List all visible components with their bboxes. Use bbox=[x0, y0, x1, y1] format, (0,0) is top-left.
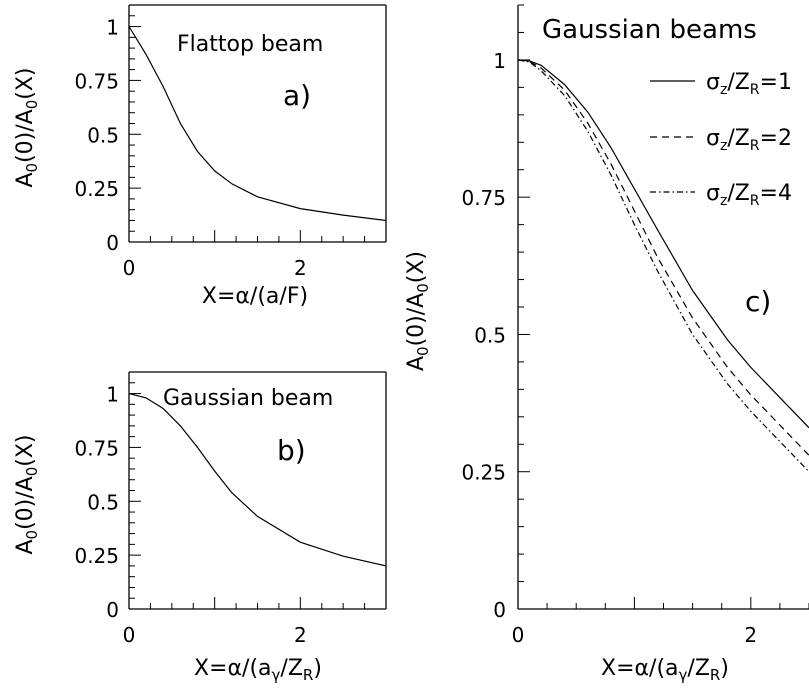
x-tick-label: 0 bbox=[512, 623, 525, 647]
panel-label: b) bbox=[277, 434, 306, 467]
chart-panel-b: X=α/(aγ/ZR) bbox=[128, 371, 387, 684]
x-axis-label: X=α/(aγ/ZR) bbox=[194, 656, 322, 684]
y-axis-label: A0(0)/A0(X) bbox=[13, 67, 41, 187]
y-tick-label: 0.5 bbox=[87, 123, 119, 147]
x-axis-label: X=α/(aγ/ZR) bbox=[601, 656, 729, 684]
x-tick-label: 2 bbox=[294, 623, 307, 647]
series-line-3 bbox=[517, 59, 809, 473]
series-line-1 bbox=[128, 392, 387, 567]
y-tick-label: 0.25 bbox=[461, 461, 506, 485]
panel-label: a) bbox=[283, 79, 311, 112]
y-tick-label: 1 bbox=[106, 383, 119, 407]
y-tick-label: 0 bbox=[106, 231, 119, 255]
series-line-1 bbox=[517, 59, 809, 429]
y-tick-label: 0 bbox=[493, 598, 506, 622]
legend-entry-3: σz/ZR=4 bbox=[706, 181, 792, 209]
series-line-2 bbox=[517, 59, 809, 456]
legend-entry-2: σz/ZR=2 bbox=[706, 126, 792, 154]
x-tick-label: 0 bbox=[123, 623, 136, 647]
x-axis-label: X=α/(a/F) bbox=[202, 284, 308, 309]
x-tick-label: 2 bbox=[294, 256, 307, 280]
y-tick-label: 0.5 bbox=[87, 490, 119, 514]
y-tick-label: 0.75 bbox=[74, 436, 119, 460]
y-axis-label: A0(0)/A0(X) bbox=[13, 434, 41, 554]
x-tick-label: 0 bbox=[123, 256, 136, 280]
y-tick-label: 0.25 bbox=[74, 544, 119, 568]
x-tick-label: 2 bbox=[744, 623, 757, 647]
y-axis-label: A0(0)/A0(X) bbox=[404, 251, 432, 371]
y-tick-label: 0.75 bbox=[461, 186, 506, 210]
y-tick-label: 1 bbox=[106, 16, 119, 40]
y-tick-label: 1 bbox=[493, 49, 506, 73]
y-tick-label: 0 bbox=[106, 598, 119, 622]
chart-panel-a: X=α/(a/F) bbox=[128, 4, 387, 309]
chart-panel-c: X=α/(aγ/ZR) σz/ZR=1 σz/ZR=2 σz/ZR=4 bbox=[517, 4, 809, 684]
y-tick-label: 0.25 bbox=[74, 177, 119, 201]
legend-entry-1: σz/ZR=1 bbox=[706, 70, 792, 98]
y-tick-label: 0.75 bbox=[74, 69, 119, 93]
panel-title: Gaussian beams bbox=[542, 15, 757, 45]
panel-title: Flattop beam bbox=[177, 32, 323, 57]
series-line-1 bbox=[128, 26, 387, 222]
y-tick-label: 0.5 bbox=[474, 323, 506, 347]
panel-label: c) bbox=[745, 285, 771, 318]
panel-title: Gaussian beam bbox=[163, 386, 333, 411]
